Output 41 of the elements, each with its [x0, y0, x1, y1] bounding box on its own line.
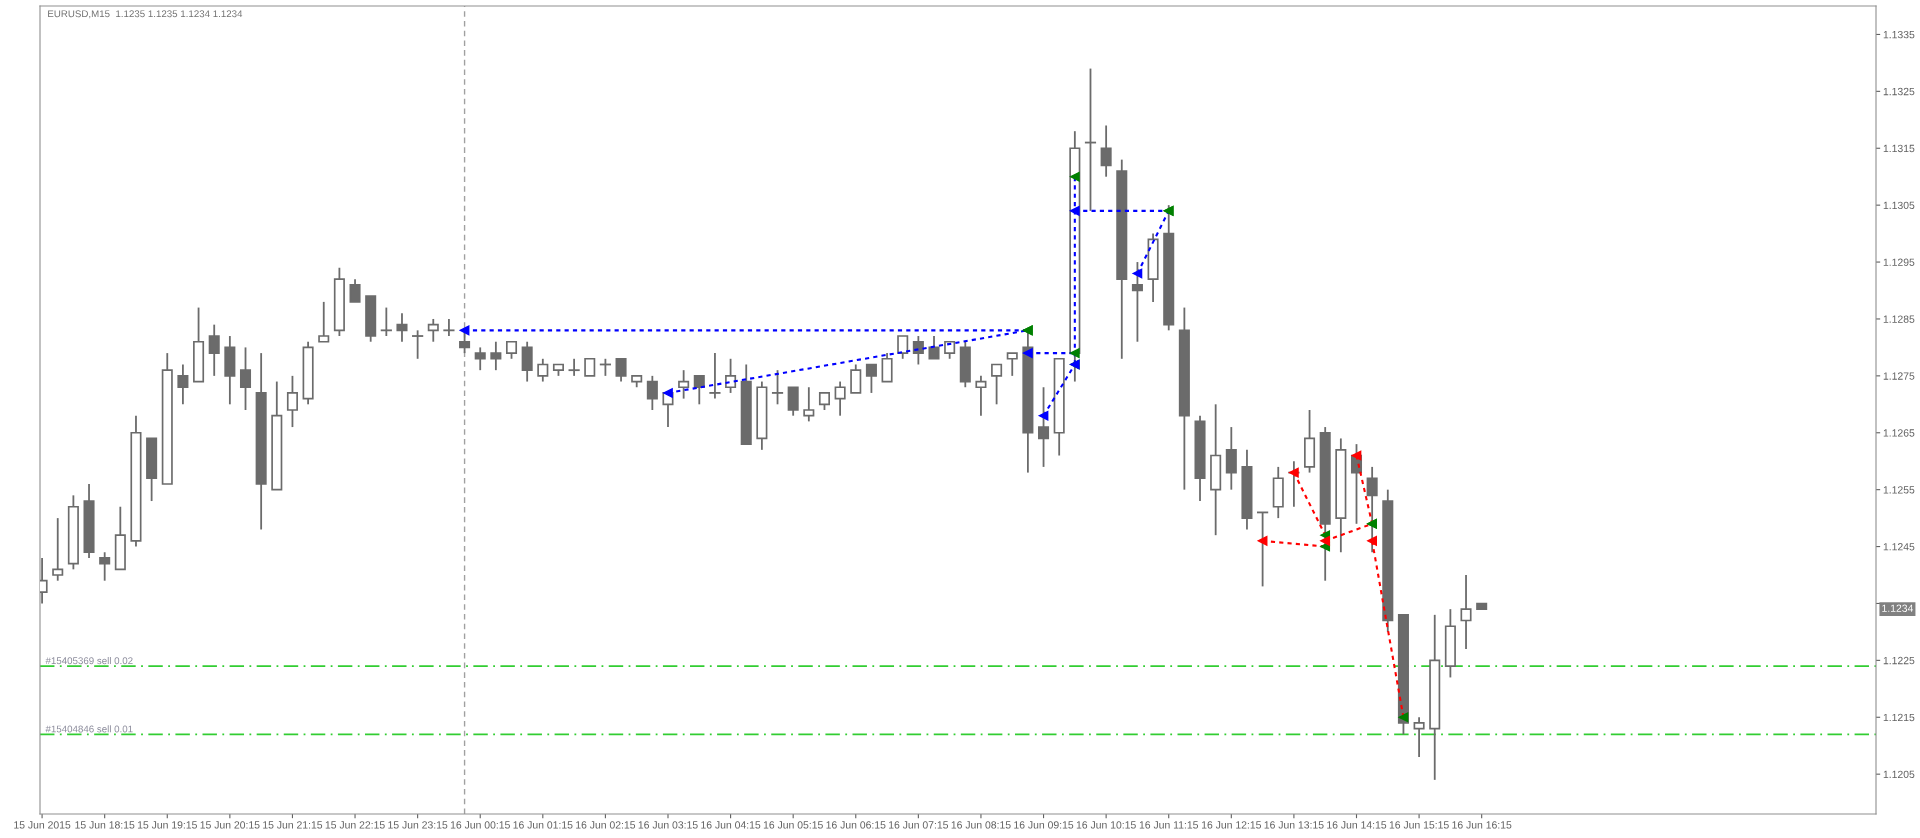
y-tick-label: 1.1225	[1883, 656, 1915, 665]
x-tick-label: 16 Jun 16:15	[1452, 821, 1512, 829]
y-tick-label: 1.1255	[1883, 486, 1915, 494]
x-tick-label: 16 Jun 06:15	[826, 821, 886, 829]
x-tick-label: 16 Jun 05:15	[763, 821, 823, 829]
y-tick-label: 1.1305	[1883, 201, 1915, 210]
y-tick-label: 1.1245	[1883, 543, 1915, 551]
chart-title: EURUSD,M15 1.1235 1.1235 1.1234 1.1234	[48, 10, 243, 19]
x-tick-label: 15 Jun 21:15	[263, 821, 323, 829]
x-tick-label: 15 Jun 19:15	[137, 821, 197, 829]
x-tick-label: 16 Jun 11:15	[1139, 821, 1199, 829]
y-tick-label: 1.1215	[1883, 713, 1915, 722]
x-tick-label: 16 Jun 14:15	[1327, 821, 1387, 829]
x-tick-label: 16 Jun 10:15	[1076, 821, 1136, 829]
y-tick-label: 1.1315	[1883, 144, 1915, 153]
ref-line-label: #15404846 sell 0.01	[45, 725, 133, 733]
x-tick-label: 16 Jun 03:15	[638, 821, 698, 829]
x-tick-label: 16 Jun 15:15	[1389, 821, 1449, 829]
y-tick-label: 1.1325	[1883, 87, 1915, 96]
x-tick-label: 16 Jun 09:15	[1014, 821, 1074, 829]
y-tick-label: 1.1295	[1883, 258, 1915, 266]
y-tick-label: 1.1265	[1883, 429, 1915, 437]
x-tick-label: 16 Jun 00:15	[450, 821, 510, 829]
x-tick-label: 16 Jun 13:15	[1264, 821, 1324, 829]
x-tick-label: 15 Jun 18:15	[75, 821, 135, 829]
x-tick-label: 15 Jun 20:15	[200, 821, 260, 829]
x-tick-label: 15 Jun 22:15	[325, 821, 385, 829]
ref-line-label: #15405369 sell 0.02	[45, 656, 133, 665]
x-tick-label: 16 Jun 02:15	[576, 821, 636, 829]
y-tick-label: 1.1285	[1883, 315, 1915, 323]
x-tick-label: 15 Jun 23:15	[388, 821, 448, 829]
y-tick-label: 1.1275	[1883, 372, 1915, 380]
y-tick-label: 1.1205	[1883, 770, 1915, 779]
x-tick-label: 16 Jun 08:15	[951, 821, 1011, 829]
x-tick-label: 16 Jun 12:15	[1201, 821, 1261, 829]
x-tick-label: 15 Jun 2015	[14, 821, 71, 829]
y-tick-label: 1.1335	[1883, 30, 1915, 39]
x-tick-label: 16 Jun 04:15	[701, 821, 761, 829]
text: 1.1234	[1882, 604, 1914, 612]
x-tick-label: 16 Jun 07:15	[889, 821, 949, 829]
x-tick-label: 16 Jun 01:15	[513, 821, 573, 829]
